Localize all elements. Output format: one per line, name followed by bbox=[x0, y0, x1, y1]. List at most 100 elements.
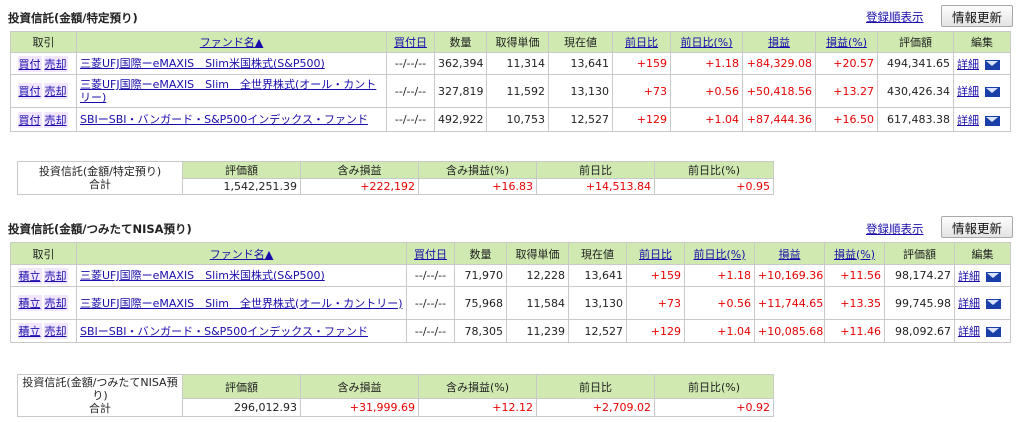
price: 13,130 bbox=[548, 74, 613, 108]
header-fund-name[interactable]: ファンド名▲ bbox=[209, 247, 274, 261]
reserve-button[interactable]: 積立 bbox=[17, 323, 42, 339]
header-value: 評価額 bbox=[884, 242, 955, 265]
dod-pct: +1.18 bbox=[684, 264, 755, 287]
summary-header-value: 評価額 bbox=[182, 374, 301, 399]
pl-pct: +16.50 bbox=[815, 107, 878, 132]
header-pl[interactable]: 損益 bbox=[768, 36, 790, 49]
quantity: 75,968 bbox=[454, 286, 507, 320]
detail-link[interactable]: 詳細 bbox=[958, 297, 980, 310]
sell-button[interactable]: 売却 bbox=[43, 83, 68, 99]
table-row: 買付 売却 SBIーSBI・バンガード・S&P500インデックス・ファンド --/… bbox=[10, 107, 1011, 132]
dod: +159 bbox=[626, 264, 685, 287]
mail-icon[interactable] bbox=[986, 299, 1001, 309]
cost: 11,592 bbox=[486, 74, 549, 108]
value: 98,092.67 bbox=[884, 319, 955, 343]
fund-name-link[interactable]: SBIーSBI・バンガード・S&P500インデックス・ファンド bbox=[80, 113, 368, 126]
pl-pct: +13.35 bbox=[824, 286, 885, 320]
fund-name-link[interactable]: 三菱UFJ国際ーeMAXIS Slim 全世界株式(オール・カントリー) bbox=[80, 78, 377, 104]
summary-header-value: 評価額 bbox=[182, 161, 301, 179]
pl: +84,329.08 bbox=[742, 52, 816, 75]
pl: +87,444.36 bbox=[742, 107, 816, 132]
detail-link[interactable]: 詳細 bbox=[957, 57, 979, 71]
purchase-date: --/--/-- bbox=[386, 74, 435, 108]
buy-button[interactable]: 買付 bbox=[17, 55, 42, 72]
purchase-date: --/--/-- bbox=[406, 264, 455, 287]
summary-header-pl: 含み損益 bbox=[300, 374, 419, 399]
summary-label-title: 投資信託(金額/特定預り) bbox=[38, 165, 162, 178]
registration-order-link[interactable]: 登録順表示 bbox=[866, 10, 924, 24]
quantity: 362,394 bbox=[434, 52, 487, 75]
reserve-button[interactable]: 積立 bbox=[17, 267, 42, 284]
pl: +10,169.36 bbox=[754, 264, 825, 287]
header-pl-pct[interactable]: 損益(%) bbox=[825, 36, 868, 49]
update-info-button[interactable]: 情報更新 bbox=[941, 5, 1013, 27]
summary-value: 296,012.93 bbox=[182, 398, 301, 417]
fund-name-link[interactable]: SBIーSBI・バンガード・S&P500インデックス・ファンド bbox=[80, 324, 368, 338]
header-price: 現在値 bbox=[548, 31, 613, 53]
summary-dod: +2,709.02 bbox=[536, 398, 655, 417]
header-dod-pct[interactable]: 前日比(%) bbox=[680, 36, 733, 49]
header-pl[interactable]: 損益 bbox=[778, 247, 801, 261]
fund-name-link[interactable]: 三菱UFJ国際ーeMAXIS Slim 全世界株式(オール・カントリー) bbox=[80, 296, 403, 310]
detail-link[interactable]: 詳細 bbox=[958, 269, 980, 283]
pl-pct: +13.27 bbox=[815, 74, 878, 108]
price: 12,527 bbox=[548, 107, 613, 132]
holdings-table-nisa: 取引 ファンド名▲ 買付日 数量 取得単価 現在値 前日比 前日比(%) 損益 … bbox=[10, 242, 1011, 343]
purchase-date: --/--/-- bbox=[386, 52, 435, 75]
sell-button[interactable]: 売却 bbox=[43, 295, 68, 311]
sell-button[interactable]: 売却 bbox=[43, 267, 68, 284]
cost: 12,228 bbox=[506, 264, 569, 287]
quantity: 71,970 bbox=[454, 264, 507, 287]
value: 98,174.27 bbox=[884, 264, 955, 287]
header-purchase-date[interactable]: 買付日 bbox=[414, 247, 447, 261]
dod: +129 bbox=[612, 107, 671, 132]
detail-link[interactable]: 詳細 bbox=[958, 325, 980, 338]
dod: +159 bbox=[612, 52, 671, 75]
header-purchase-date[interactable]: 買付日 bbox=[394, 36, 427, 49]
header-torihiki: 取引 bbox=[10, 31, 77, 53]
detail-link[interactable]: 詳細 bbox=[957, 113, 979, 127]
cost: 11,584 bbox=[506, 286, 569, 320]
sell-button[interactable]: 売却 bbox=[43, 55, 68, 72]
reserve-button[interactable]: 積立 bbox=[17, 295, 42, 311]
price: 13,641 bbox=[548, 52, 613, 75]
table-row: 買付 売却 三菱UFJ国際ーeMAXIS Slim米国株式(S&P500) --/… bbox=[10, 52, 1011, 75]
pl: +11,744.65 bbox=[754, 286, 825, 320]
mail-icon[interactable] bbox=[986, 327, 1001, 337]
header-edit: 編集 bbox=[954, 242, 1011, 265]
mail-icon[interactable] bbox=[985, 87, 1000, 97]
summary-label-title: 投資信託(金額/つみたてNISA預り) bbox=[22, 376, 178, 402]
header-dod[interactable]: 前日比 bbox=[639, 247, 672, 261]
header-dod[interactable]: 前日比 bbox=[625, 36, 658, 49]
dod-pct: +0.56 bbox=[684, 286, 755, 320]
quantity: 492,922 bbox=[434, 107, 487, 132]
summary-dod-pct: +0.95 bbox=[654, 178, 774, 195]
mail-icon[interactable] bbox=[986, 271, 1001, 282]
detail-link[interactable]: 詳細 bbox=[957, 85, 979, 98]
header-dod-pct[interactable]: 前日比(%) bbox=[693, 247, 746, 261]
purchase-date: --/--/-- bbox=[406, 319, 455, 343]
dod: +73 bbox=[626, 286, 685, 320]
dod-pct: +1.04 bbox=[684, 319, 755, 343]
registration-order-link[interactable]: 登録順表示 bbox=[866, 222, 924, 236]
fund-name-link[interactable]: 三菱UFJ国際ーeMAXIS Slim米国株式(S&P500) bbox=[80, 57, 325, 70]
fund-name-link[interactable]: 三菱UFJ国際ーeMAXIS Slim米国株式(S&P500) bbox=[80, 269, 325, 282]
summary-value: 1,542,251.39 bbox=[182, 178, 301, 195]
summary-label-total: 合計 bbox=[89, 178, 111, 191]
table-row: 買付 売却 三菱UFJ国際ーeMAXIS Slim 全世界株式(オール・カントリー… bbox=[10, 74, 1011, 108]
mail-icon[interactable] bbox=[985, 59, 1000, 70]
header-cost: 取得単価 bbox=[506, 242, 569, 265]
header-fund-name[interactable]: ファンド名▲ bbox=[199, 36, 264, 49]
header-pl-pct[interactable]: 損益(%) bbox=[833, 247, 876, 261]
update-info-button[interactable]: 情報更新 bbox=[941, 216, 1013, 238]
mail-icon[interactable] bbox=[985, 115, 1000, 126]
summary-pl-pct: +12.12 bbox=[418, 398, 537, 417]
summary-pl-pct: +16.83 bbox=[418, 178, 537, 195]
header-torihiki: 取引 bbox=[10, 242, 77, 265]
sell-button[interactable]: 売却 bbox=[43, 323, 68, 339]
buy-button[interactable]: 買付 bbox=[17, 83, 42, 99]
buy-button[interactable]: 買付 bbox=[17, 111, 42, 128]
value: 494,341.65 bbox=[877, 52, 954, 75]
dod-pct: +0.56 bbox=[670, 74, 743, 108]
sell-button[interactable]: 売却 bbox=[43, 111, 68, 128]
